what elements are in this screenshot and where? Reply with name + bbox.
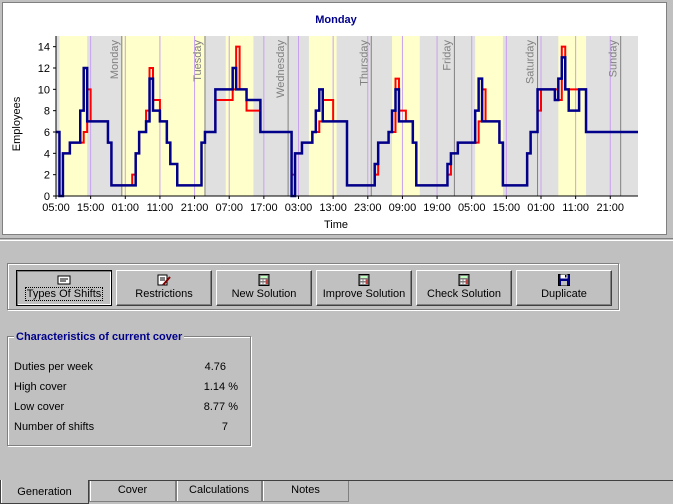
y-tick-label: 0	[44, 191, 50, 203]
types-of-shifts-button[interactable]: Types Of Shifts	[16, 270, 112, 306]
characteristics-group: Characteristics of current cover Duties …	[7, 331, 251, 446]
day-band	[475, 36, 503, 196]
tab-cover[interactable]: Cover	[89, 481, 176, 502]
x-tick-label: 01:00	[527, 202, 555, 214]
tab-label: Generation	[17, 486, 72, 498]
stat-value: 8.77 %	[203, 401, 238, 413]
y-axis-label: Employees	[11, 96, 23, 151]
x-tick-label: 17:00	[250, 202, 278, 214]
day-label: Sunday	[608, 40, 620, 78]
improve-solution-label: Improve Solution	[322, 288, 406, 300]
tab-label: Notes	[291, 484, 320, 496]
check-solution-label: Check Solution	[427, 288, 501, 300]
characteristics-title: Characteristics of current cover	[14, 331, 185, 343]
check-solution-button[interactable]: Check Solution	[416, 270, 512, 306]
new-solution-label: New Solution	[231, 288, 297, 300]
duplicate-label: Duplicate	[541, 288, 587, 300]
x-tick-label: 09:00	[389, 202, 417, 214]
y-tick-label: 6	[44, 127, 50, 139]
x-tick-label: 01:00	[112, 202, 140, 214]
stat-row-number-of-shifts: Number of shifts 7	[14, 421, 244, 435]
y-tick-label: 14	[38, 42, 50, 54]
tab-label: Cover	[117, 484, 148, 496]
x-tick-label: 05:00	[458, 202, 486, 214]
x-tick-label: 03:00	[285, 202, 313, 214]
restrictions-label: Restrictions	[135, 288, 193, 300]
y-tick-label: 12	[38, 63, 50, 75]
bottom-tabbar: Generation Cover Calculations Notes	[0, 480, 673, 504]
day-label: Friday	[441, 40, 453, 71]
x-tick-label: 23:00	[354, 202, 382, 214]
new-solution-button[interactable]: New Solution	[216, 270, 312, 306]
stat-label: Duties per week	[14, 361, 93, 373]
stat-label: Number of shifts	[14, 421, 95, 433]
tab-generation[interactable]: Generation	[0, 480, 89, 504]
tab-calculations[interactable]: Calculations	[176, 481, 262, 502]
stat-row-duties: Duties per week 4.76	[14, 361, 244, 375]
x-tick-label: 21:00	[181, 202, 209, 214]
restrictions-button[interactable]: Restrictions	[116, 270, 212, 306]
blue-series-line	[56, 56, 638, 198]
x-tick-label: 19:00	[423, 202, 451, 214]
x-tick-label: 15:00	[77, 202, 105, 214]
x-tick-label: 13:00	[319, 202, 347, 214]
tab-label: Calculations	[189, 484, 249, 496]
stat-row-high-cover: High cover 1.14 %	[14, 381, 244, 395]
stat-row-low-cover: Low cover 8.77 %	[14, 401, 244, 415]
types-of-shifts-label: Types Of Shifts	[24, 287, 104, 301]
stat-label: Low cover	[14, 401, 65, 413]
day-label: Thursday	[358, 40, 370, 86]
y-tick-label: 10	[38, 84, 50, 96]
x-tick-label: 05:00	[42, 202, 70, 214]
x-tick-label: 11:00	[562, 202, 589, 214]
day-label: Tuesday	[192, 40, 204, 82]
panel-separator	[0, 238, 673, 241]
cover-chart-panel: Monday Monday Tuesday Wednesday Thursday Fri…	[2, 2, 667, 235]
x-tick-label: 07:00	[215, 202, 243, 214]
x-tick-label: 21:00	[597, 202, 625, 214]
stat-value: 4.76	[204, 361, 226, 373]
floppy-disk-icon	[558, 274, 570, 286]
stat-label: High cover	[14, 381, 67, 393]
improve-solution-button[interactable]: Improve Solution	[316, 270, 412, 306]
duplicate-button[interactable]: Duplicate	[516, 270, 612, 306]
x-tick-label: 15:00	[493, 202, 521, 214]
day-label: Monday	[109, 40, 121, 80]
day-label: Wednesday	[275, 40, 287, 98]
calculator-icon	[358, 274, 370, 286]
cover-chart: Monday Monday Tuesday Wednesday Thursday Fri…	[11, 14, 638, 231]
action-toolbar: Types Of Shifts Restrictions New Solutio…	[7, 263, 619, 310]
tabbar-divider	[0, 480, 673, 481]
stat-value: 7	[221, 421, 228, 433]
chart-title: Monday	[315, 14, 357, 26]
tab-notes[interactable]: Notes	[262, 481, 349, 502]
y-tick-label: 2	[44, 170, 50, 182]
calculator-icon	[458, 274, 470, 286]
y-tick-label: 4	[44, 148, 50, 160]
y-tick-label: 8	[44, 106, 50, 118]
shift-types-icon	[57, 275, 71, 285]
x-tick-label: 11:00	[147, 202, 174, 214]
edit-icon	[157, 274, 171, 286]
stat-value: 1.14 %	[203, 381, 238, 393]
calculator-icon	[258, 274, 270, 286]
x-axis-label: Time	[324, 219, 348, 231]
day-label: Saturday	[525, 40, 537, 85]
